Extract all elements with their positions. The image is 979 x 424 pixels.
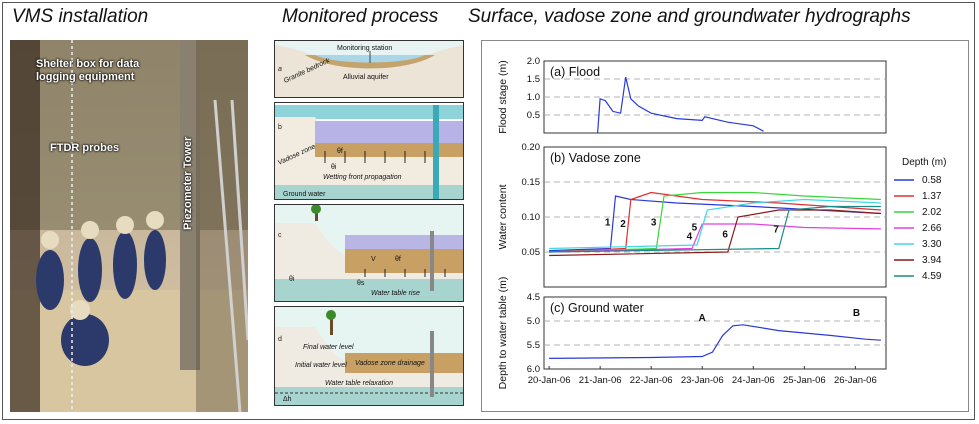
xtick-3: 23-Jan-06 bbox=[681, 375, 724, 386]
ytick-2-1: 5.0 bbox=[527, 316, 540, 327]
curve-number-5: 5 bbox=[692, 223, 698, 234]
panel-c-theta-s: θs bbox=[357, 280, 365, 287]
hydrograph-charts: 0.5 1.0 1.5 2.0 Flood stage (m) (a) Flood 0.05… bbox=[481, 40, 969, 412]
ytick-0-3: 2.0 bbox=[527, 56, 540, 67]
panel-d-initial: Initial water level bbox=[295, 362, 347, 369]
panel-a-letter: a bbox=[278, 66, 282, 73]
ytick-2-0: 4.5 bbox=[527, 292, 540, 303]
panel-b-letter: b bbox=[278, 124, 282, 131]
series-line-1-3 bbox=[549, 223, 881, 253]
ylabel-2: Depth to water table (m) bbox=[497, 277, 509, 390]
panel-c-v: V bbox=[371, 256, 376, 263]
panel-b-theta-i: θi bbox=[331, 164, 337, 171]
heading-installation: VMS installation bbox=[12, 6, 149, 27]
ytick-1-2: 0.15 bbox=[522, 177, 541, 188]
panel-d-dh: Δh bbox=[283, 396, 292, 403]
hydrograph-svg: 0.5 1.0 1.5 2.0 Flood stage (m) (a) Flood 0.05… bbox=[497, 56, 946, 390]
panel-b-wetting: Wetting front propagation bbox=[323, 174, 402, 181]
xtick-2: 22-Jan-06 bbox=[630, 375, 673, 386]
series-line-1-6 bbox=[549, 205, 881, 253]
curve-number-2: 2 bbox=[620, 219, 626, 230]
curve-number-3: 3 bbox=[651, 217, 657, 228]
panel-label-1: (b) Vadose zone bbox=[550, 151, 641, 165]
process-panel-c: c θi θs V θf Water table rise bbox=[274, 204, 464, 302]
heading-hydrographs: Surface, vadose zone and groundwater hyd… bbox=[468, 6, 911, 27]
legend-label-4: 3.30 bbox=[922, 239, 942, 250]
annotation-A: A bbox=[698, 313, 705, 324]
ytick-2-3: 6.0 bbox=[527, 364, 540, 375]
legend-title: Depth (m) bbox=[902, 157, 946, 168]
ytick-1-0: 0.05 bbox=[522, 247, 541, 258]
curve-number-7: 7 bbox=[773, 224, 779, 235]
series-line-1-1 bbox=[549, 191, 881, 253]
panel-d-relaxation: Water table relaxation bbox=[325, 380, 393, 387]
process-panel-b: b Vadose zone θf θi Wetting front propag… bbox=[274, 102, 464, 200]
piezometer-tower bbox=[180, 40, 200, 370]
ytick-2-2: 5.5 bbox=[527, 340, 540, 351]
shelter-label: Shelter box for data logging equipment bbox=[36, 58, 140, 83]
xtick-5: 25-Jan-06 bbox=[783, 375, 826, 386]
plot-frame-2 bbox=[543, 296, 887, 370]
annotation-B: B bbox=[853, 308, 860, 319]
panel-d-final: Final water level bbox=[303, 344, 354, 351]
legend-label-5: 3.94 bbox=[922, 255, 942, 266]
panel-d-drainage: Vadose zone drainage bbox=[355, 360, 425, 367]
legend-label-6: 4.59 bbox=[922, 271, 942, 282]
legend-label-1: 1.37 bbox=[922, 191, 942, 202]
process-panel-a: a Monitoring station Granite bedrock All… bbox=[274, 40, 464, 98]
ytick-0-2: 1.5 bbox=[527, 74, 540, 85]
xtick-1: 21-Jan-06 bbox=[579, 375, 622, 386]
tower-label: Piezometer Tower bbox=[182, 136, 194, 230]
ytick-1-1: 0.10 bbox=[522, 212, 541, 223]
panel-d-letter: d bbox=[278, 336, 282, 343]
panel-b-theta-f: θf bbox=[337, 148, 343, 155]
panel-label-0: (a) Flood bbox=[550, 65, 600, 79]
xtick-6: 26-Jan-06 bbox=[834, 375, 877, 386]
ytick-0-1: 1.0 bbox=[527, 92, 540, 103]
ytick-0-0: 0.5 bbox=[527, 110, 540, 121]
panel-c-letter: c bbox=[278, 232, 282, 239]
legend-label-0: 0.58 bbox=[922, 175, 942, 186]
heading-process: Monitored process bbox=[282, 6, 439, 27]
ylabel-1: Water content bbox=[497, 184, 509, 249]
panel-a-aquifer: Alluvial aquifer bbox=[343, 74, 389, 81]
legend-label-2: 2.02 bbox=[922, 207, 942, 218]
panel-a-station: Monitoring station bbox=[337, 45, 392, 52]
panel-b-groundwater: Ground water bbox=[283, 191, 326, 198]
installation-photo: Shelter box for data logging equipment F… bbox=[10, 40, 248, 412]
ylabel-0: Flood stage (m) bbox=[497, 60, 509, 134]
panel-c-theta-f: θf bbox=[395, 256, 401, 263]
xtick-0: 20-Jan-06 bbox=[528, 375, 571, 386]
series-line-0-0 bbox=[597, 77, 764, 134]
series-line-2-0 bbox=[549, 324, 881, 359]
series-line-1-2 bbox=[549, 191, 881, 253]
series-line-1-5 bbox=[549, 209, 881, 257]
series-line-1-4 bbox=[549, 198, 881, 250]
legend-label-3: 2.66 bbox=[922, 223, 942, 234]
process-panel-d: d Final water level Initial water level … bbox=[274, 306, 464, 406]
panel-label-2: (c) Ground water bbox=[550, 301, 644, 315]
curve-number-1: 1 bbox=[605, 217, 611, 228]
ytick-1-3: 0.20 bbox=[522, 142, 541, 153]
probes-label: FTDR probes bbox=[50, 142, 120, 154]
panel-c-rise: Water table rise bbox=[371, 290, 420, 297]
panel-c-theta-i: θi bbox=[289, 276, 295, 283]
xtick-4: 24-Jan-06 bbox=[732, 375, 775, 386]
curve-number-4: 4 bbox=[687, 231, 693, 242]
curve-number-6: 6 bbox=[722, 230, 728, 241]
